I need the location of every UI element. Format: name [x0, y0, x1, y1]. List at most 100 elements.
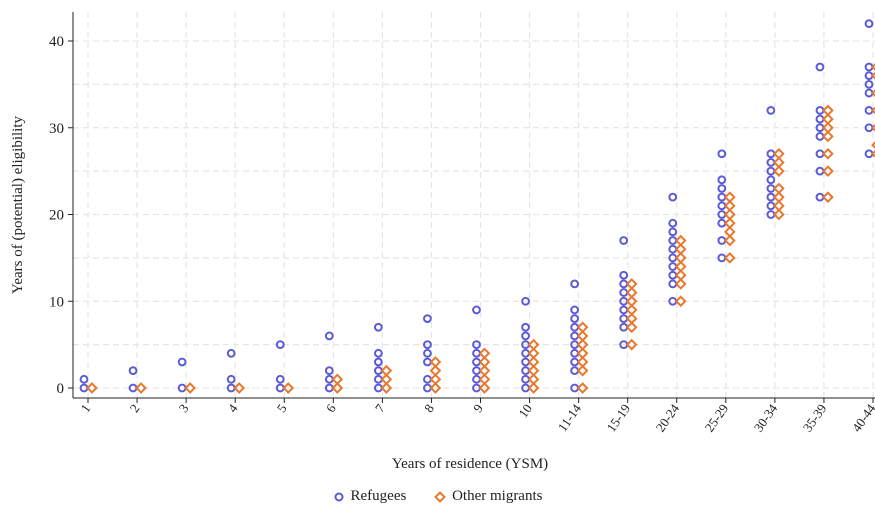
other-migrants-point	[822, 147, 834, 160]
other-migrants-point	[723, 217, 736, 229]
x-tick-label: 4	[225, 401, 241, 415]
other-migrants-point	[674, 243, 687, 256]
y-axis-label: Years of (potential) eligibility	[10, 115, 26, 294]
refugees-point	[570, 279, 580, 289]
other-migrants-point	[773, 208, 785, 221]
refugees-point	[619, 270, 629, 280]
y-axis-ticks: 0 10 20 30 40	[49, 34, 73, 397]
refugees-point	[570, 305, 580, 315]
refugees-point	[472, 305, 481, 315]
other-migrants-point	[674, 260, 687, 273]
other-migrants-point	[625, 286, 638, 299]
other-migrants-point	[822, 130, 834, 143]
other-migrants-point	[380, 373, 393, 386]
other-migrants-point	[674, 252, 687, 264]
other-migrants-point	[723, 200, 736, 212]
other-migrants-point	[822, 104, 834, 117]
x-tick-label: 25-29	[702, 401, 732, 434]
refugees-point	[668, 218, 678, 228]
other-migrants-point	[429, 356, 442, 368]
other-migrants-point	[773, 165, 785, 177]
other-migrants-point	[625, 278, 638, 290]
y-tick-label: 10	[49, 294, 64, 310]
x-tick-label: 8	[421, 401, 437, 415]
other-migrants-point	[674, 234, 687, 247]
other-migrants-point	[380, 364, 393, 377]
other-migrants-point	[723, 191, 736, 203]
refugees-point	[570, 314, 580, 324]
refugees-point	[717, 149, 727, 159]
refugees-point	[717, 184, 727, 193]
x-tick-label: 9	[470, 401, 486, 415]
refugees-point	[668, 227, 678, 237]
refugees-point	[226, 348, 236, 358]
other-migrants-point	[822, 165, 834, 177]
refugees-point	[423, 314, 432, 324]
x-tick-label: 3	[176, 401, 192, 415]
other-migrants-point	[723, 234, 736, 247]
refugees-point	[373, 357, 383, 367]
gridlines	[73, 12, 875, 398]
other-migrants-point	[429, 382, 442, 394]
other-migrants-point	[625, 295, 638, 308]
refugees-point	[815, 62, 825, 72]
other-migrants-point	[822, 191, 834, 203]
x-tick-label: 10	[515, 401, 535, 420]
refugees-point	[717, 175, 727, 185]
other-migrants-point	[871, 71, 875, 80]
other-migrants-point	[723, 252, 736, 264]
refugees-point	[324, 366, 334, 376]
y-tick-label: 40	[49, 34, 64, 50]
other-migrants-point	[527, 373, 540, 386]
other-migrants-point	[625, 312, 638, 325]
x-tick-label: 35-39	[800, 401, 830, 434]
other-migrants-point	[822, 121, 834, 134]
other-migrants-point	[822, 113, 834, 125]
diamond-marker-icon	[434, 490, 446, 503]
refugees-point	[177, 357, 187, 367]
other-migrants-point	[576, 364, 589, 377]
other-migrants-point	[135, 382, 147, 394]
other-migrants-point	[478, 356, 491, 368]
other-migrants-point	[478, 382, 491, 394]
other-migrants-point	[233, 382, 246, 394]
other-migrants-point	[773, 156, 785, 169]
refugees-point	[79, 374, 89, 384]
refugees-point	[373, 348, 383, 358]
legend-item-refugees: Refugees	[333, 488, 406, 505]
x-tick-label: 30-34	[751, 401, 781, 435]
other-migrants-point	[576, 382, 589, 394]
x-tick-label: 7	[372, 401, 388, 415]
other-migrants-point	[282, 382, 295, 394]
other-migrants-point	[773, 147, 785, 160]
refugees-point	[766, 106, 776, 115]
refugees-point	[226, 374, 236, 384]
other-migrants-point	[576, 338, 589, 351]
other-migrants-point	[429, 364, 442, 377]
legend: Refugees Other migrants	[0, 488, 875, 508]
other-migrants-point	[576, 347, 589, 360]
refugees-point	[373, 322, 383, 332]
other-migrants-point	[773, 200, 785, 212]
other-migrants-point	[674, 295, 687, 308]
other-migrants-point	[871, 141, 875, 149]
refugees-point	[521, 331, 530, 341]
other-migrants-point	[527, 347, 540, 360]
other-migrants-point	[478, 347, 491, 360]
x-tick-label: 6	[323, 401, 339, 415]
data-points	[79, 19, 875, 394]
other-migrants-point	[674, 269, 687, 282]
y-tick-label: 30	[49, 121, 64, 137]
other-migrants-point	[527, 382, 540, 394]
refugees-point	[324, 331, 334, 341]
refugees-point	[128, 366, 138, 376]
x-tick-label: 2	[127, 401, 143, 415]
x-tick-label: 11-14	[555, 401, 585, 434]
other-migrants-point	[871, 63, 875, 71]
x-tick-label: 20-24	[653, 401, 683, 435]
other-migrants-point	[184, 382, 196, 394]
x-tick-label: 1	[77, 401, 93, 415]
refugees-point	[521, 296, 530, 306]
refugees-point	[864, 79, 874, 89]
